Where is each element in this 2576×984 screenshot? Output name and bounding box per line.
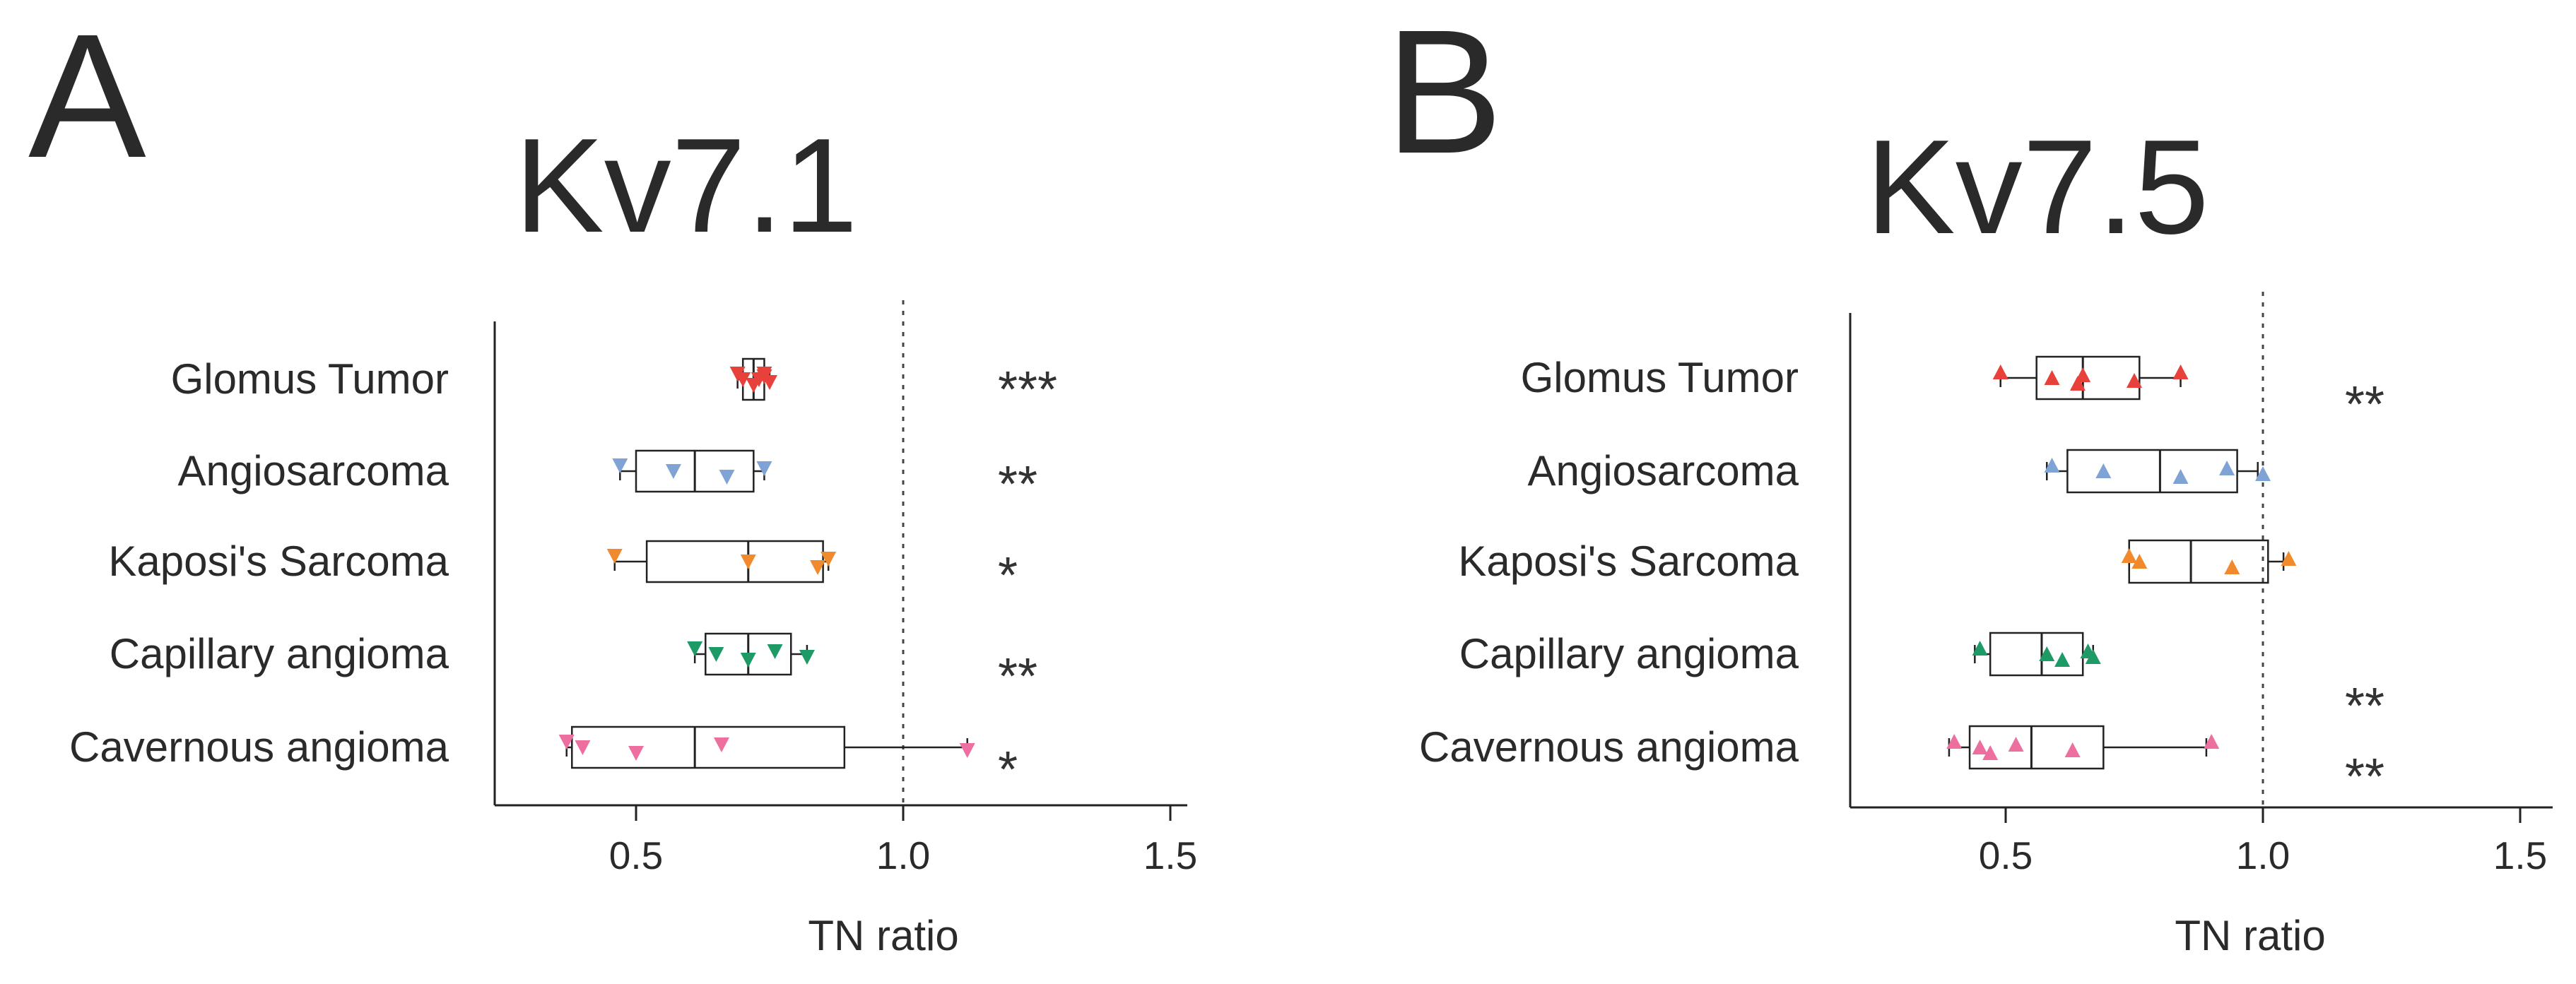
- box-group-b-capillary-angioma: Capillary angioma **: [1459, 630, 2384, 735]
- significance-a-angiosarcoma: **: [998, 456, 1037, 513]
- x-tick-label-a-0: 0.5: [609, 834, 663, 877]
- data-point-b-glomus-tumor-1: [2044, 370, 2060, 385]
- data-point-a-angiosarcoma-2: [719, 470, 735, 485]
- data-point-b-angiosarcoma-3: [2219, 461, 2235, 475]
- box-group-b-angiosarcoma: Angiosarcoma: [1527, 447, 2271, 494]
- data-point-a-kaposi-s-sarcoma-2: [810, 560, 826, 575]
- data-point-b-glomus-tumor-3: [2075, 367, 2091, 382]
- box-group-a-angiosarcoma: Angiosarcoma **: [177, 447, 1037, 513]
- data-point-b-kaposi-s-sarcoma-3: [2281, 551, 2297, 566]
- panel-letter-a: A: [28, 0, 146, 194]
- x-tick-label-b-2: 1.5: [2493, 834, 2547, 877]
- data-point-b-capillary-angioma-0: [1972, 641, 1988, 656]
- significance-b-cavernous-angioma: **: [2345, 749, 2384, 805]
- data-point-a-capillary-angioma-4: [799, 650, 815, 665]
- category-label-a-cavernous-angioma: Cavernous angioma: [69, 723, 449, 771]
- data-point-a-cavernous-angioma-1: [575, 740, 591, 755]
- data-point-b-capillary-angioma-2: [2054, 652, 2071, 667]
- data-point-a-cavernous-angioma-2: [628, 746, 644, 761]
- data-point-b-glomus-tumor-4: [2127, 373, 2142, 388]
- data-point-a-angiosarcoma-1: [665, 464, 681, 479]
- data-point-b-cavernous-angioma-3: [2008, 737, 2024, 752]
- box-group-b-glomus-tumor: Glomus Tumor **: [1521, 354, 2384, 433]
- category-label-a-angiosarcoma: Angiosarcoma: [177, 447, 449, 494]
- data-point-b-cavernous-angioma-1: [1972, 740, 1988, 754]
- data-point-b-kaposi-s-sarcoma-0: [2121, 548, 2137, 563]
- category-label-b-capillary-angioma: Capillary angioma: [1459, 630, 1799, 677]
- x-axis-label-a: TN ratio: [808, 912, 958, 959]
- box-b-glomus-tumor: [2035, 355, 2141, 401]
- significance-a-kaposi-s-sarcoma: *: [998, 547, 1018, 604]
- box-a-cavernous-angioma: [571, 725, 846, 769]
- x-axis-label-b: TN ratio: [2175, 912, 2325, 959]
- data-point-b-angiosarcoma-4: [2255, 466, 2271, 481]
- box-b-cavernous-angioma: [1968, 725, 2105, 770]
- data-point-b-capillary-angioma-1: [2039, 646, 2055, 661]
- data-point-b-capillary-angioma-4: [2085, 649, 2101, 664]
- box-group-b-kaposi-s-sarcoma: Kaposi's Sarcoma: [1458, 538, 2297, 585]
- box-group-a-capillary-angioma: Capillary angioma **: [110, 630, 1037, 705]
- significance-a-glomus-tumor: ***: [998, 362, 1057, 418]
- data-point-b-glomus-tumor-2: [2069, 376, 2086, 391]
- data-point-a-angiosarcoma-0: [612, 458, 628, 473]
- box-b-angiosarcoma: [2066, 449, 2238, 494]
- category-label-b-angiosarcoma: Angiosarcoma: [1527, 447, 1799, 494]
- chart-title-kv7-5: Kv7.5: [1866, 112, 2209, 262]
- box-b-kaposi-s-sarcoma: [2128, 539, 2269, 584]
- significance-b-glomus-tumor: **: [2345, 377, 2384, 433]
- data-point-a-kaposi-s-sarcoma-0: [606, 549, 623, 564]
- data-point-a-glomus-tumor-1: [735, 372, 751, 387]
- category-label-b-kaposi-s-sarcoma: Kaposi's Sarcoma: [1458, 538, 1799, 585]
- box-a-kaposi-s-sarcoma: [645, 540, 824, 583]
- data-point-b-cavernous-angioma-5: [2204, 734, 2220, 749]
- data-point-a-capillary-angioma-0: [687, 641, 703, 656]
- data-point-b-glomus-tumor-5: [2172, 364, 2189, 379]
- category-label-b-glomus-tumor: Glomus Tumor: [1521, 354, 1799, 401]
- box-b-capillary-angioma: [1989, 632, 2084, 677]
- x-tick-label-a-2: 1.5: [1143, 834, 1197, 877]
- data-point-a-glomus-tumor-4: [762, 375, 777, 390]
- x-tick-label-b-0: 0.5: [1979, 834, 2033, 877]
- data-point-b-angiosarcoma-0: [2044, 458, 2060, 473]
- data-point-b-glomus-tumor-0: [1992, 364, 2009, 379]
- category-label-a-kaposi-s-sarcoma: Kaposi's Sarcoma: [108, 538, 449, 585]
- box-group-a-kaposi-s-sarcoma: Kaposi's Sarcoma *: [108, 538, 1018, 604]
- panel-b: B Kv7.5 0.5 1.0 1.5 TN ratio Glomus Tumor ** A…: [1385, 0, 2553, 959]
- category-label-a-capillary-angioma: Capillary angioma: [110, 630, 449, 677]
- data-point-b-cavernous-angioma-0: [1946, 734, 1963, 749]
- data-point-a-glomus-tumor-6: [751, 372, 767, 387]
- data-point-a-cavernous-angioma-3: [713, 737, 729, 752]
- category-label-a-glomus-tumor: Glomus Tumor: [171, 355, 449, 403]
- box-group-b-cavernous-angioma: Cavernous angioma **: [1419, 723, 2384, 805]
- data-point-a-capillary-angioma-3: [767, 644, 783, 659]
- significance-a-cavernous-angioma: *: [998, 742, 1018, 798]
- significance-a-capillary-angioma: **: [998, 648, 1037, 705]
- data-point-b-kaposi-s-sarcoma-1: [2131, 554, 2148, 569]
- box-group-a-glomus-tumor: Glomus Tumor ***: [171, 355, 1058, 418]
- data-point-a-kaposi-s-sarcoma-3: [821, 552, 837, 567]
- data-point-b-kaposi-s-sarcoma-2: [2224, 559, 2240, 574]
- significance-b-capillary-angioma: **: [2345, 678, 2384, 735]
- chart-title-kv7-1: Kv7.1: [514, 111, 858, 261]
- data-point-b-cavernous-angioma-4: [2064, 742, 2081, 757]
- data-point-a-kaposi-s-sarcoma-1: [740, 555, 756, 569]
- data-point-b-cavernous-angioma-2: [1982, 745, 1999, 760]
- x-tick-label-a-1: 1.0: [876, 834, 930, 877]
- data-point-b-angiosarcoma-1: [2095, 463, 2112, 478]
- x-tick-label-b-1: 1.0: [2236, 834, 2290, 877]
- data-point-a-capillary-angioma-1: [708, 647, 724, 662]
- data-point-a-capillary-angioma-2: [740, 653, 756, 668]
- category-label-b-cavernous-angioma: Cavernous angioma: [1419, 723, 1799, 771]
- data-point-a-angiosarcoma-3: [756, 461, 772, 476]
- data-point-b-angiosarcoma-2: [2172, 469, 2189, 484]
- data-point-a-cavernous-angioma-4: [959, 743, 975, 758]
- box-group-a-cavernous-angioma: Cavernous angioma *: [69, 723, 1018, 798]
- panel-letter-b: B: [1385, 0, 1503, 190]
- data-point-a-cavernous-angioma-0: [558, 735, 575, 749]
